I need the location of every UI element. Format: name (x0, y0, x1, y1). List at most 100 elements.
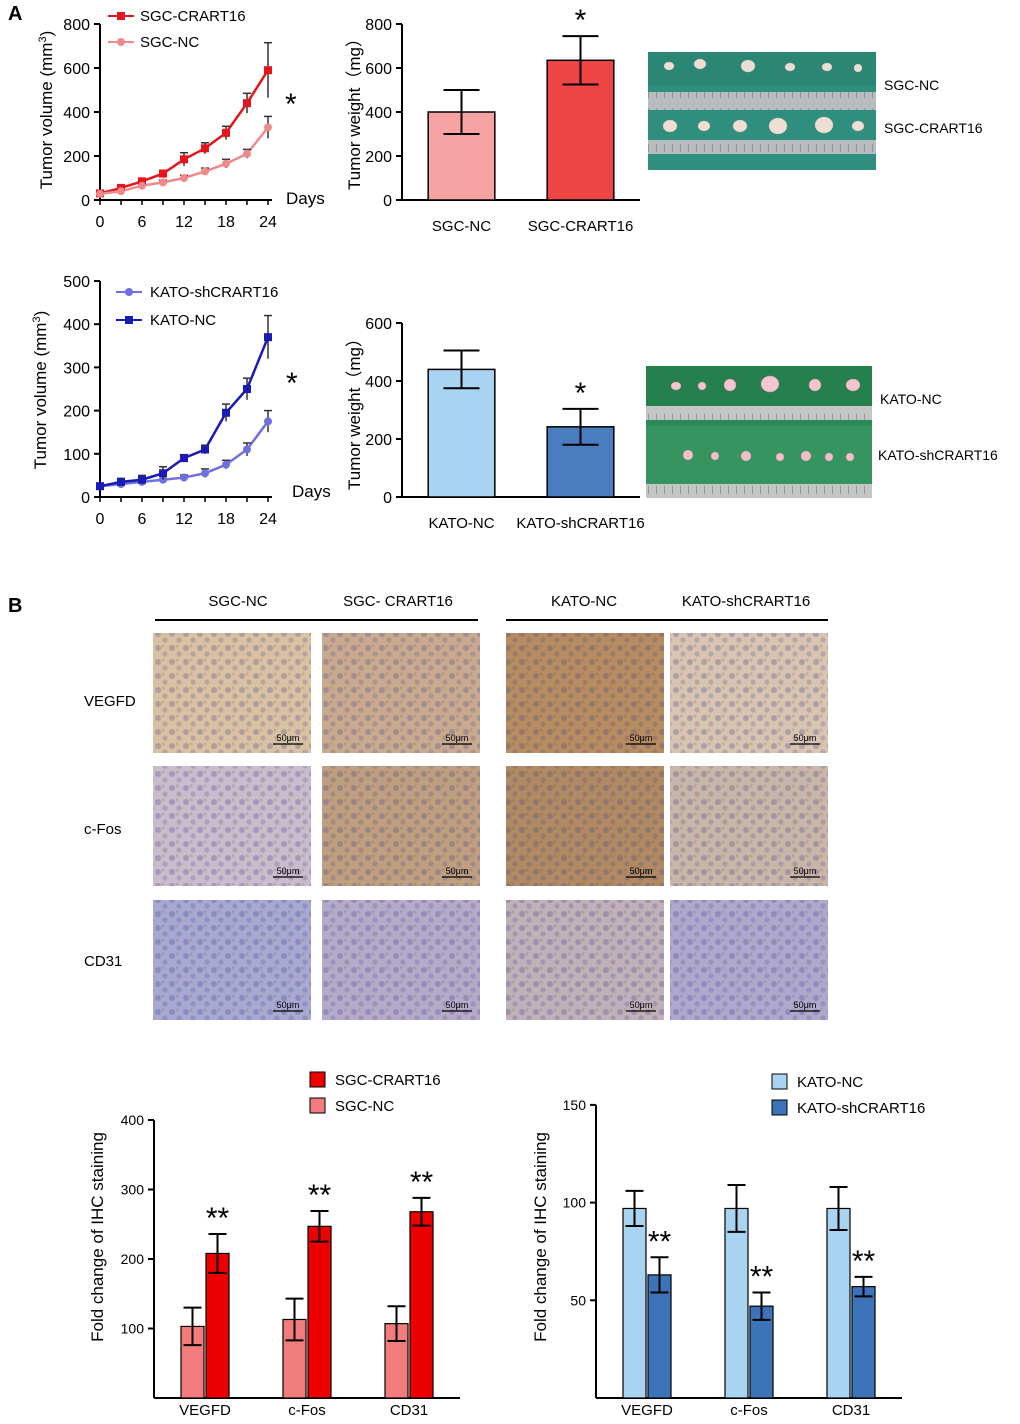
c5-category-label-1: c-Fos (288, 1402, 326, 1419)
kato-photo-tray-bottom (646, 426, 872, 484)
c3-series-1-point-0 (96, 482, 104, 491)
c5-significance-0: ** (206, 1202, 230, 1235)
c6-legend-label-0: KATO-NC (797, 1074, 863, 1091)
c1-series-0-point-8 (264, 66, 272, 75)
kato-shcrart16-tumors (682, 449, 855, 462)
sgc-ihc-chart: Fold change of IHC staining 100 200 300 400… (88, 1071, 460, 1419)
ihc-grid: SGC-NC SGC- CRART16 KATO-NC KATO-shCRART… (84, 593, 828, 1020)
panel-letter-b: B (8, 595, 22, 617)
ihc-tile-texture-0-3 (670, 633, 828, 753)
c4-y-tick-label-3: 600 (365, 316, 392, 333)
c3-legend-marker-1 (125, 316, 133, 324)
c5-significance-2: ** (410, 1166, 434, 1199)
c6-legend-swatch-1 (771, 1099, 788, 1116)
c5-series-1-bar-2 (409, 1211, 434, 1399)
ihc-tile-texture-2-3 (670, 900, 828, 1020)
c3-y-tick-label-3: 300 (63, 360, 90, 377)
c1-y-tick-label-1: 200 (63, 149, 90, 166)
ihc-scale-label-1-0: 50μm (277, 866, 300, 876)
c4-ylabel: Tumor weight（mg） (345, 330, 364, 490)
ihc-scale-label-1-2: 50μm (630, 866, 653, 876)
ihc-tile-texture-2-2 (506, 900, 664, 1020)
c4-significance: * (575, 377, 587, 410)
c6-category-label-0: VEGFD (621, 1402, 673, 1419)
c6-y-tick-label-1: 100 (563, 1195, 587, 1211)
c4-category-label-0: KATO-NC (428, 515, 494, 532)
sgc-crart16-tumors (662, 116, 865, 135)
c1-series-1-point-8 (264, 123, 272, 132)
c1-xlabel: Days (286, 189, 325, 208)
c3-series-1-point-5 (201, 445, 209, 454)
c6-y-tick-label-0: 50 (570, 1292, 586, 1308)
ihc-tile-texture-2-0 (153, 900, 311, 1020)
c6-ylabel: Fold change of IHC staining (531, 1132, 550, 1342)
ihc-scale-label-0-3: 50μm (794, 733, 817, 743)
c3-series-1-point-8 (264, 333, 272, 342)
c5-series-1-bar-0 (205, 1252, 230, 1399)
c1-series-1-point-0 (96, 189, 104, 198)
ihc-col-header-2: KATO-NC (551, 593, 617, 610)
c6-y-tick-label-2: 150 (563, 1097, 587, 1113)
c3-legend-marker-0 (125, 288, 133, 296)
c5-y-tick-label-2: 300 (121, 1182, 145, 1198)
c3-series-1-point-4 (180, 454, 188, 463)
c3-series-1-point-2 (138, 475, 146, 484)
kato-photo-label-shcrart16: KATO-shCRART16 (878, 447, 998, 463)
c6-series-1-bar-2 (851, 1286, 876, 1399)
c6-legend-swatch-0 (771, 1073, 788, 1090)
c1-x-tick-label-4: 24 (259, 214, 277, 231)
c1-legend-marker-0 (117, 12, 125, 20)
c2-category-label-0: SGC-NC (432, 218, 491, 235)
c3-series-0-point-6 (222, 460, 230, 469)
ihc-row-label-2: CD31 (84, 953, 122, 970)
ihc-tile-texture-2-1 (322, 900, 480, 1020)
ihc-row-label-0: VEGFD (84, 693, 136, 710)
c1-y-tick-label-0: 0 (81, 193, 90, 210)
c3-y-tick-label-2: 200 (63, 404, 90, 421)
c1-series-1-point-5 (201, 167, 209, 176)
c1-x-tick-label-0: 0 (96, 214, 105, 231)
c2-y-tick-label-2: 400 (365, 105, 392, 122)
c1-series-0-point-5 (201, 144, 209, 153)
sgc-weight-chart: Tumor weight（mg） 0 200 400 600 800 SGC-NC SGC-… (345, 4, 640, 235)
c6-significance-1: ** (750, 1260, 774, 1293)
c3-series-1-point-3 (159, 469, 167, 478)
sgc-photo-ruler-top-ticks (648, 92, 876, 110)
ihc-scale-label-2-2: 50μm (630, 1000, 653, 1010)
c5-category-label-2: CD31 (390, 1402, 428, 1419)
c1-series-0-point-6 (222, 128, 230, 137)
ihc-tile-texture-1-1 (322, 766, 480, 886)
kato-photo-ruler-bottom-ticks (646, 484, 872, 498)
sgc-nc-tumors (663, 58, 863, 73)
c1-legend-label-1: SGC-NC (140, 34, 199, 51)
sgc-volume-chart: Tumor volume (mm3) Days * SGC-CRART16 SG… (37, 8, 325, 231)
c1-y-tick-label-2: 400 (63, 105, 90, 122)
c1-series-0-point-4 (180, 155, 188, 164)
c3-y-tick-label-4: 400 (63, 317, 90, 334)
c2-y-tick-label-3: 600 (365, 61, 392, 78)
c5-legend-swatch-0 (309, 1071, 326, 1088)
ihc-col-header-1: SGC- CRART16 (343, 593, 453, 610)
c4-y-tick-label-1: 200 (365, 432, 392, 449)
ihc-scale-label-0-2: 50μm (630, 733, 653, 743)
c3-x-tick-label-4: 24 (259, 511, 277, 528)
c6-series-0-bar-2 (826, 1207, 851, 1399)
c4-y-tick-label-0: 0 (383, 490, 392, 507)
c3-ylabel: Tumor volume (mm3) (31, 311, 50, 470)
ihc-scale-label-2-1: 50μm (446, 1000, 469, 1010)
c2-ylabel: Tumor weight（mg） (345, 30, 364, 190)
c3-series-1-line (99, 336, 270, 488)
ihc-scale-label-2-0: 50μm (277, 1000, 300, 1010)
ihc-tile-texture-1-0 (153, 766, 311, 886)
c5-y-tick-label-0: 100 (121, 1321, 145, 1337)
sgc-photo-tray-top (648, 52, 876, 86)
c3-xlabel: Days (292, 482, 331, 501)
c3-series-0-point-5 (201, 469, 209, 478)
c6-significance-2: ** (852, 1245, 876, 1278)
c3-legend: KATO-shCRART16 KATO-NC (116, 284, 278, 329)
c3-x-tick-label-3: 18 (217, 511, 235, 528)
c3-series-0-point-4 (180, 473, 188, 482)
c4-bar-0 (427, 368, 496, 498)
c1-series-1-point-6 (222, 159, 230, 168)
